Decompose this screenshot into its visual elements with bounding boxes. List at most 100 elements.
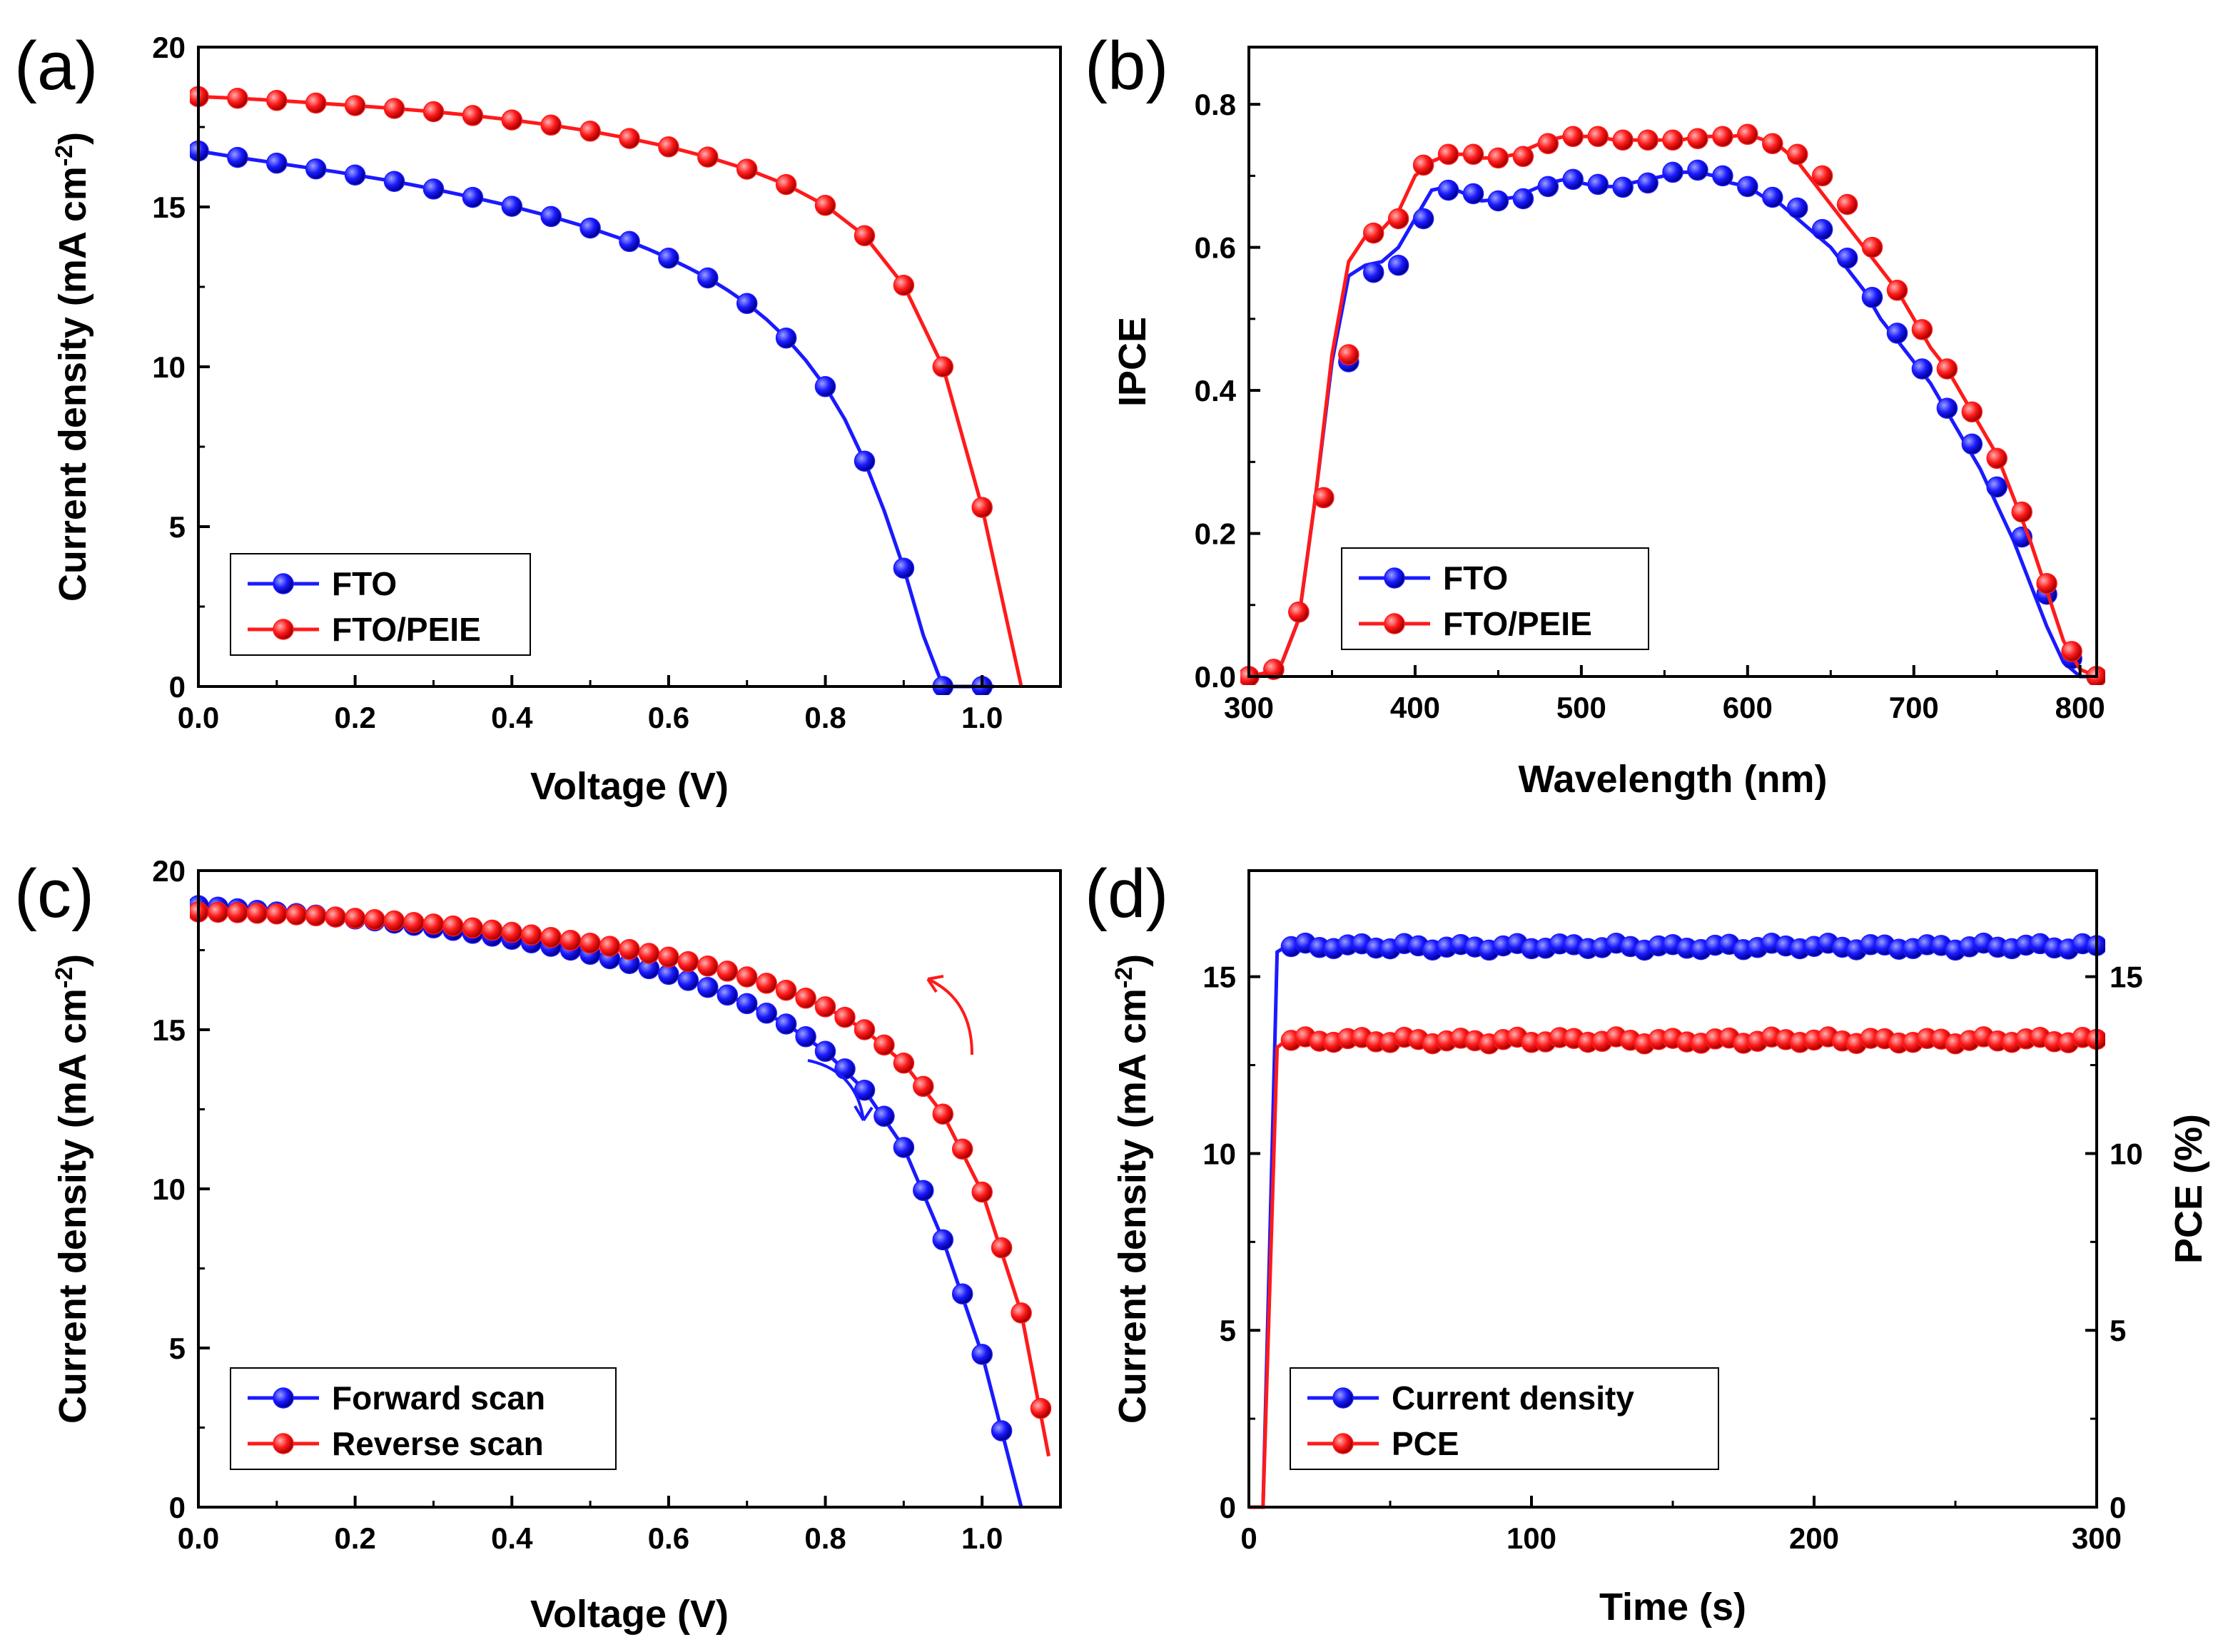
data-point	[1612, 176, 1634, 198]
data-point	[1512, 146, 1534, 168]
data-point	[1412, 208, 1434, 230]
data-point	[2061, 641, 2082, 662]
data-point	[795, 1026, 816, 1048]
data-point	[658, 247, 679, 269]
data-point	[971, 1344, 993, 1365]
data-point	[1562, 168, 1584, 191]
y-tick-label: 0.2	[1195, 517, 1236, 551]
data-point	[736, 158, 758, 180]
y2-tick-label: 15	[2110, 961, 2143, 994]
data-point	[736, 966, 758, 988]
data-point	[893, 1137, 915, 1158]
x-tick-label: 300	[1224, 691, 1274, 724]
data-point	[344, 908, 366, 929]
panel-a: (a) 0.0 0.2 0.4 0.6 0.8 1.0 0 5 10 15 20 Voltage (V)…	[14, 28, 1062, 808]
data-point	[1487, 190, 1509, 212]
legend-label: Current density	[1392, 1379, 1634, 1417]
data-point	[814, 195, 836, 216]
data-point	[834, 1058, 856, 1080]
data-point	[1313, 487, 1335, 509]
data-point	[1861, 287, 1883, 308]
y2-tick-label: 5	[2110, 1314, 2126, 1347]
data-point	[1811, 165, 1833, 187]
legend-marker	[1384, 613, 1405, 634]
x-tick-label: 600	[1723, 691, 1773, 724]
y-axis-title: Current density (mA cm-2)	[51, 132, 94, 602]
data-point	[1687, 159, 1708, 181]
data-point	[1712, 126, 1733, 148]
legend-label: FTO/PEIE	[332, 611, 481, 648]
legend-box	[230, 1367, 617, 1470]
data-point	[1986, 447, 2007, 470]
panel-letter: (a)	[14, 28, 98, 104]
plot-frame	[1247, 46, 2098, 678]
data-point	[1512, 188, 1534, 210]
data-point	[2011, 501, 2032, 523]
data-point	[383, 910, 405, 932]
data-point	[1612, 129, 1634, 151]
data-point	[462, 186, 484, 208]
data-point	[1911, 319, 1933, 340]
data-point	[1911, 358, 1933, 380]
data-point	[501, 109, 523, 131]
x-tick-label: 200	[1789, 1521, 1839, 1555]
data-point	[893, 557, 915, 579]
data-point	[325, 906, 346, 928]
data-point	[834, 1006, 856, 1028]
data-point	[1537, 176, 1559, 198]
data-point	[697, 956, 719, 977]
data-point	[854, 450, 876, 472]
data-point	[305, 905, 327, 927]
data-point	[1587, 126, 1609, 148]
data-point	[383, 171, 405, 192]
x-axis-title: Voltage (V)	[530, 765, 729, 808]
data-point	[227, 87, 248, 109]
legend-label: FTO/PEIE	[1443, 605, 1592, 642]
data-point	[1562, 126, 1584, 148]
data-point	[677, 951, 699, 973]
y-tick-label: 0.6	[1195, 231, 1236, 265]
y-tick-label: 15	[1202, 961, 1236, 994]
data-point	[1462, 143, 1484, 166]
forward-scan-arrow	[807, 1059, 865, 1121]
data-point	[1712, 165, 1733, 187]
data-point	[1737, 123, 1758, 146]
data-point	[971, 1181, 993, 1203]
y-tick-label: 15	[152, 191, 186, 224]
legend-marker	[273, 1433, 294, 1454]
data-point	[854, 225, 876, 247]
data-point	[638, 943, 660, 964]
data-point	[1737, 176, 1758, 198]
data-point	[1861, 236, 1883, 258]
data-point	[422, 101, 445, 123]
data-point	[1637, 129, 1659, 151]
data-point	[991, 1237, 1013, 1259]
data-point	[207, 901, 229, 923]
data-point	[1437, 179, 1459, 201]
data-point	[814, 1040, 836, 1063]
data-point	[559, 929, 582, 951]
data-point	[756, 973, 777, 994]
legend-label: FTO	[1443, 559, 1508, 597]
y-tick-label: 10	[1202, 1137, 1236, 1170]
data-point	[1961, 401, 1983, 422]
x-tick-label: 500	[1556, 691, 1606, 724]
reverse-scan-arrowhead	[926, 975, 944, 993]
data-point	[932, 356, 954, 377]
x-tick-label: 0.0	[178, 1521, 219, 1555]
data-point	[540, 926, 562, 948]
y-tick-label: 20	[152, 854, 186, 888]
y-tick-label: 20	[152, 31, 186, 64]
x-tick-label: 300	[2072, 1521, 2122, 1555]
data-point	[364, 908, 385, 931]
data-point	[501, 196, 523, 217]
y-axis-title: Current density (mA cm-2)	[1110, 954, 1154, 1424]
x-tick-label: 400	[1390, 691, 1440, 724]
y2-tick-label: 0	[2110, 1491, 2126, 1524]
data-point	[227, 902, 248, 923]
data-point	[1662, 161, 1683, 183]
data-point	[2036, 572, 2057, 594]
data-point	[1030, 1397, 1052, 1419]
data-point	[814, 996, 836, 1018]
